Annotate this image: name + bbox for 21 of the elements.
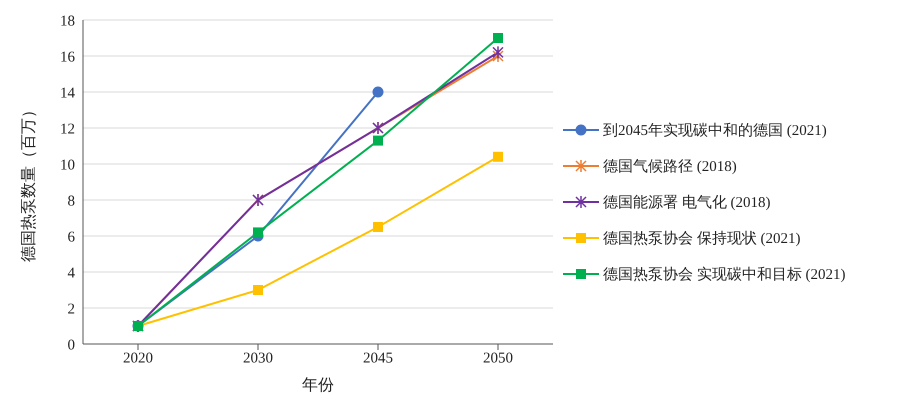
x-tick-label: 2045 [363,350,393,367]
x-axis-title: 年份 [302,377,334,394]
legend-label: 德国热泵协会 实现碳中和目标 (2021) [603,266,846,284]
y-tick-label: 18 [60,13,75,30]
y-tick-label: 8 [68,193,75,210]
legend-label: 德国气候路径 (2018) [603,158,737,176]
y-tick-label: 10 [60,157,75,174]
y-tick-label: 16 [60,49,76,66]
x-tick-label: 2020 [123,350,153,367]
x-tick-label: 2030 [243,350,273,367]
y-tick-label: 4 [68,265,76,282]
y-tick-label: 0 [68,337,75,354]
x-tick-label: 2050 [483,350,513,367]
y-tick-label: 2 [68,301,75,318]
y-tick-label: 12 [60,121,75,138]
y-tick-label: 6 [68,229,76,246]
y-tick-label: 14 [60,85,76,102]
y-axis-title: 德国热泵数量（百万） [20,102,38,262]
legend-label: 德国热泵协会 保持现状 (2021) [603,230,800,248]
legend-label: 到2045年实现碳中和的德国 (2021) [603,122,827,140]
legend-label: 德国能源署 电气化 (2018) [603,194,770,212]
